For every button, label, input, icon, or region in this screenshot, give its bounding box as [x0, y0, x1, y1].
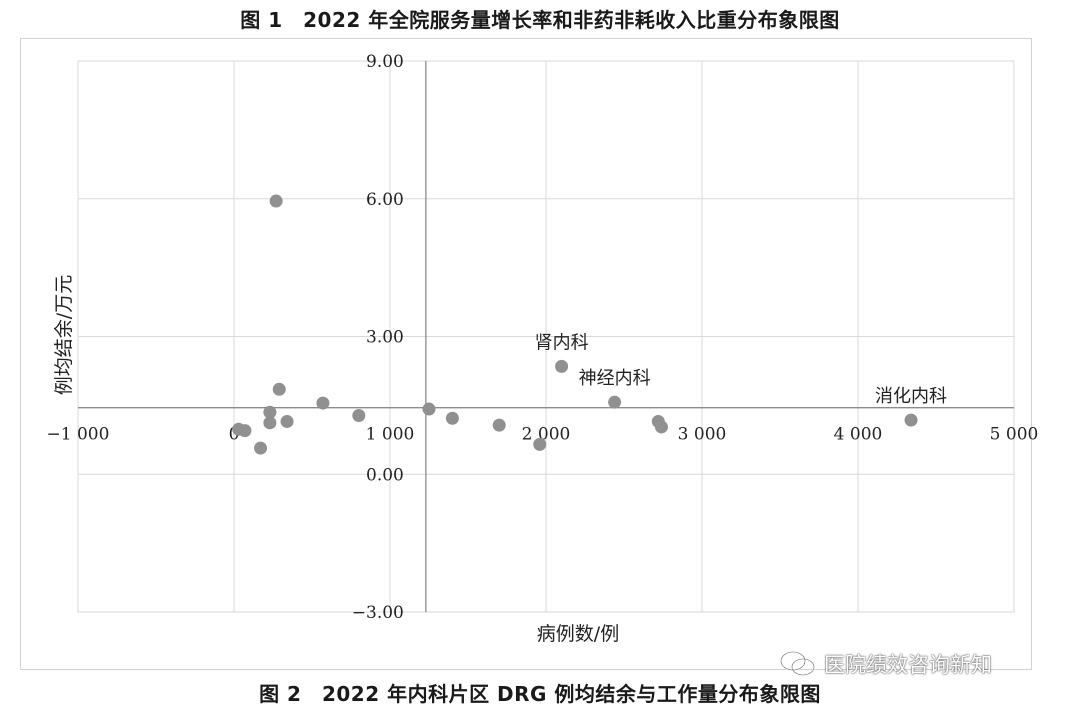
data-point [280, 414, 294, 428]
chart-frame [20, 38, 1032, 670]
x-tick-label: 3 000 [678, 425, 727, 445]
y-tick-label: 3.00 [366, 328, 404, 348]
tick-labels: −1 000 0 1 000 2 000 3 000 4 000 5 000 −3.00 0.0… [47, 52, 1039, 623]
data-point [422, 402, 436, 416]
watermark: 医院绩效咨询新知 [778, 646, 992, 682]
wechat-icon [779, 650, 816, 677]
x-axis-title: 病例数/例 [537, 623, 619, 645]
data-point [272, 382, 286, 396]
data-point [445, 411, 459, 425]
data-point [263, 416, 277, 430]
data-point [555, 359, 569, 373]
point-label: 肾内科 [535, 332, 589, 353]
top-figure-title: 图 1 2022 年全院服务量增长率和非药非耗收入比重分布象限图 [240, 8, 840, 32]
y-tick-label: 9.00 [366, 52, 404, 72]
bottom-figure-title: 图 2 2022 年内科片区 DRG 例均结余与工作量分布象限图 [259, 682, 821, 706]
data-point [904, 413, 918, 427]
x-tick-label: 0 [229, 425, 240, 445]
data-point [316, 396, 330, 410]
y-tick-label: 6.00 [366, 190, 404, 210]
x-tick-label: 1 000 [366, 425, 415, 445]
quadrant-axes [78, 61, 1014, 612]
y-axis-title: 例均结余/万元 [53, 275, 75, 395]
y-tick-label: −3.00 [352, 603, 404, 623]
data-point [254, 441, 268, 455]
watermark-text: 医院绩效咨询新知 [824, 653, 992, 677]
y-tick-label: 0.00 [366, 465, 404, 485]
data-point [533, 437, 547, 451]
data-point [238, 424, 252, 438]
data-point [269, 194, 283, 208]
data-point [608, 395, 622, 409]
x-tick-label: 5 000 [990, 425, 1039, 445]
data-point [654, 420, 668, 434]
x-tick-label: 4 000 [834, 425, 883, 445]
data-point [352, 408, 366, 422]
data-point [263, 405, 277, 419]
grid-lines [77, 60, 1015, 613]
x-tick-label: 2 000 [522, 425, 571, 445]
data-point [492, 418, 506, 432]
point-label: 消化内科 [875, 386, 947, 407]
x-tick-label: −1 000 [47, 425, 110, 445]
data-points [232, 194, 918, 455]
point-label: 神经内科 [579, 368, 651, 389]
